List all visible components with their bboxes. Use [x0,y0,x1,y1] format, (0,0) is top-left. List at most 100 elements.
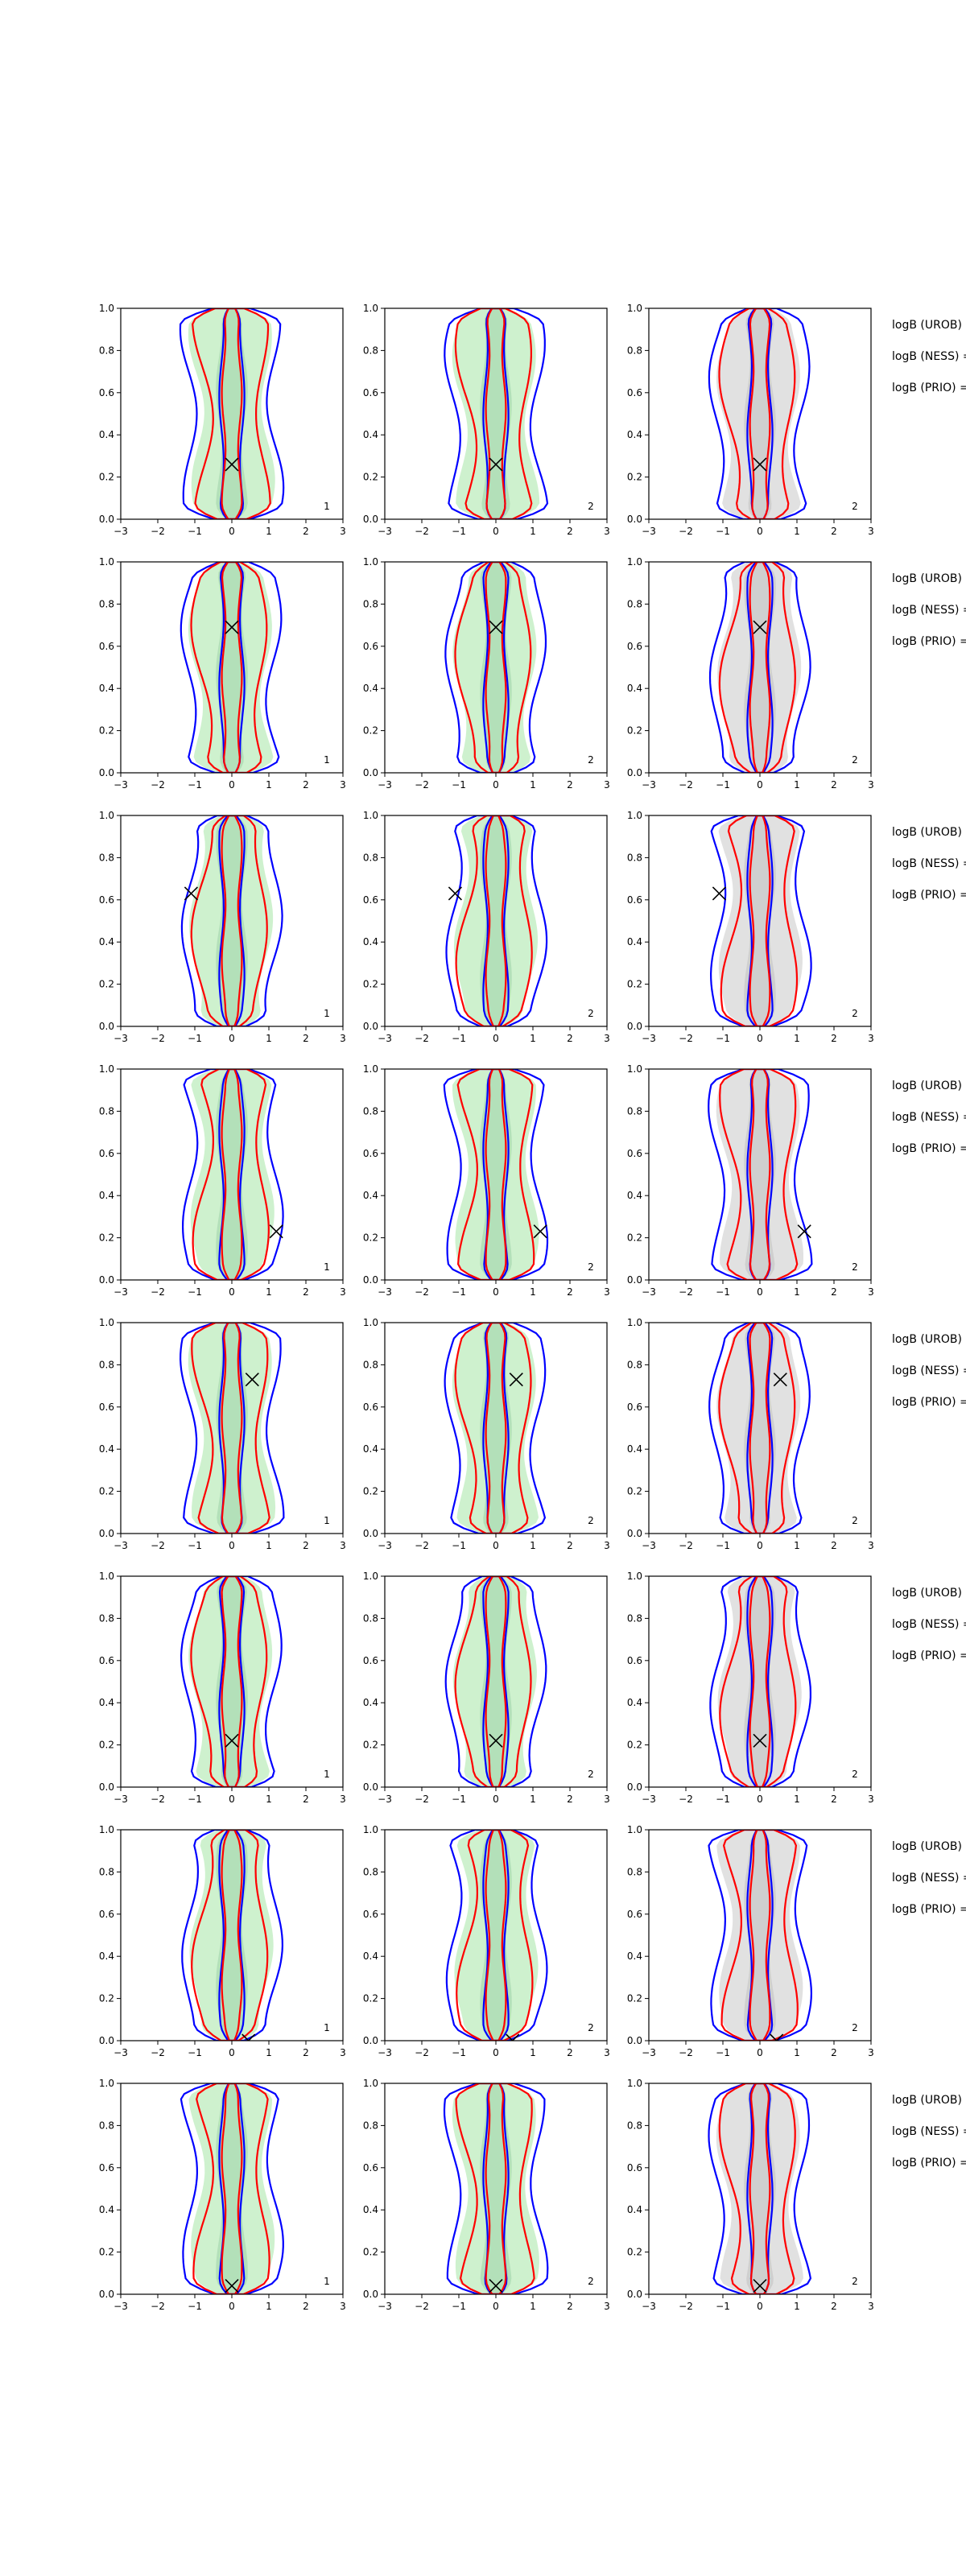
panel-number-label: 2 [588,2022,594,2033]
y-tick-label: 1.0 [627,556,642,568]
y-tick-label: 0.2 [99,1232,114,1244]
x-tick-label: −1 [452,2047,466,2058]
x-tick-label: −2 [679,1033,693,1044]
blue-contour-outer [708,1069,813,1280]
x-tick-label: −1 [716,526,730,537]
red-contour-outer [191,1830,269,2041]
y-tick-label: 0.6 [627,1148,642,1159]
logb-label-1: logB (UROB) = [892,1333,966,1346]
x-tick-label: 2 [303,2047,309,2058]
blue-contour-outer [180,2083,284,2294]
x-tick-label: −3 [378,779,392,791]
panel-number-label: 1 [324,1261,330,1273]
logb-label-2: logB (NESS) = [892,1364,966,1377]
x-tick-label: 1 [794,526,800,537]
panel-r1-c2: −3 −2 −1 0 1 2 3 0.0 0.2 0.4 0.6 0.8 1.0 2 [363,303,610,537]
panel-number-label: 1 [324,501,330,512]
y-tick-label: 0.8 [363,1612,378,1624]
true-value-marker [753,1733,767,1748]
y-tick-label: 0.0 [627,1021,642,1032]
y-tick-label: 0.2 [363,1486,378,1497]
y-tick-label: 0.2 [363,979,378,990]
x-tick-label: −2 [415,1540,429,1551]
blue-contour-outer [180,1576,283,1787]
true-value-marker [773,1373,787,1387]
x-tick-label: 1 [266,1794,272,1805]
x-tick-label: 2 [567,779,573,791]
blue-contour-inner [482,562,510,773]
x-tick-label: −3 [378,2047,392,2058]
x-tick-label: −2 [679,779,693,791]
blue-contour-inner [746,2083,774,2294]
y-tick-label: 0.8 [627,852,642,863]
y-tick-label: 0.6 [363,1909,378,1920]
logb-label-2: logB (NESS) = [892,350,966,363]
red-contour-outer [719,1576,797,1787]
panel-r8-c3: −3 −2 −1 0 1 2 3 0.0 0.2 0.4 0.6 0.8 1.0 2 [627,2078,874,2312]
blue-contour-inner [218,562,246,773]
blue-contour-outer [708,562,811,773]
logb-label-1: logB (UROB) = [892,1840,966,1853]
logb-label-3: logB (PRIO) = [892,635,966,648]
x-tick-label: −1 [716,1286,730,1298]
y-tick-label: 0.8 [627,1105,642,1117]
panel-r6-c1: −3 −2 −1 0 1 2 3 0.0 0.2 0.4 0.6 0.8 1.0 1 [99,1571,346,1805]
panel-number-label: 1 [324,2276,330,2287]
red-contour-inner [485,1830,507,2041]
x-tick-label: −2 [415,526,429,537]
y-tick-label: 0.2 [99,2247,114,2258]
true-value-marker [489,2278,503,2293]
y-tick-label: 0.8 [363,598,378,609]
x-tick-label: 0 [493,1794,499,1805]
y-tick-label: 1.0 [363,303,378,314]
x-tick-label: 1 [266,1286,272,1298]
x-tick-label: 2 [831,779,837,791]
y-tick-label: 0.2 [363,2247,378,2258]
y-tick-label: 0.4 [363,1443,378,1455]
x-tick-label: −1 [452,526,466,537]
y-tick-label: 0.4 [363,2204,378,2215]
panel-r4-c2: −3 −2 −1 0 1 2 3 0.0 0.2 0.4 0.6 0.8 1.0 2 [363,1063,610,1298]
x-tick-label: 3 [340,1286,346,1298]
blue-contour-inner [482,1323,510,1534]
panel-number-label: 2 [588,1769,594,1780]
x-tick-label: 0 [229,2047,235,2058]
y-tick-label: 0.4 [99,936,114,947]
panel-number-label: 2 [852,2276,858,2287]
y-tick-label: 0.4 [363,1697,378,1708]
y-tick-label: 0.0 [99,1781,114,1793]
y-tick-label: 0.0 [99,2035,114,2046]
y-tick-label: 0.6 [363,387,378,398]
y-tick-label: 1.0 [99,2078,114,2089]
true-value-marker [225,620,239,634]
panel-number-label: 2 [588,1008,594,1019]
y-tick-label: 0.0 [99,767,114,778]
x-tick-label: 3 [604,1286,610,1298]
y-tick-label: 1.0 [99,1317,114,1328]
x-tick-label: 1 [530,779,536,791]
y-tick-label: 0.2 [99,1993,114,2004]
y-tick-label: 0.4 [99,429,114,440]
blue-contour-inner [482,1069,510,1280]
panel-number-label: 2 [852,1008,858,1019]
x-tick-label: 2 [567,1286,573,1298]
logb-label-2: logB (NESS) = [892,2125,966,2138]
red-contour-outer [718,562,796,773]
x-tick-label: 0 [229,1033,235,1044]
x-tick-label: 2 [303,779,309,791]
y-tick-label: 0.4 [99,1697,114,1708]
x-tick-label: −1 [188,2301,202,2312]
x-tick-label: 3 [604,2301,610,2312]
blue-contour-inner [746,1323,774,1534]
x-tick-label: 2 [567,2047,573,2058]
blue-contour-outer [180,562,283,773]
blue-contour-inner [218,1323,246,1534]
x-tick-label: −2 [415,2047,429,2058]
y-tick-label: 1.0 [99,556,114,568]
blue-contour-outer [179,1323,285,1534]
panel-grid: −3 −2 −1 0 1 2 3 0.0 0.2 0.4 0.6 0.8 1.0 1 −3 −2 −1 0 1 2 3 0… [99,303,874,2312]
x-tick-label: −2 [151,2301,165,2312]
blue-contour-outer [445,1830,548,2041]
density-core [216,1069,248,1280]
panel-number-label: 1 [324,1515,330,1526]
